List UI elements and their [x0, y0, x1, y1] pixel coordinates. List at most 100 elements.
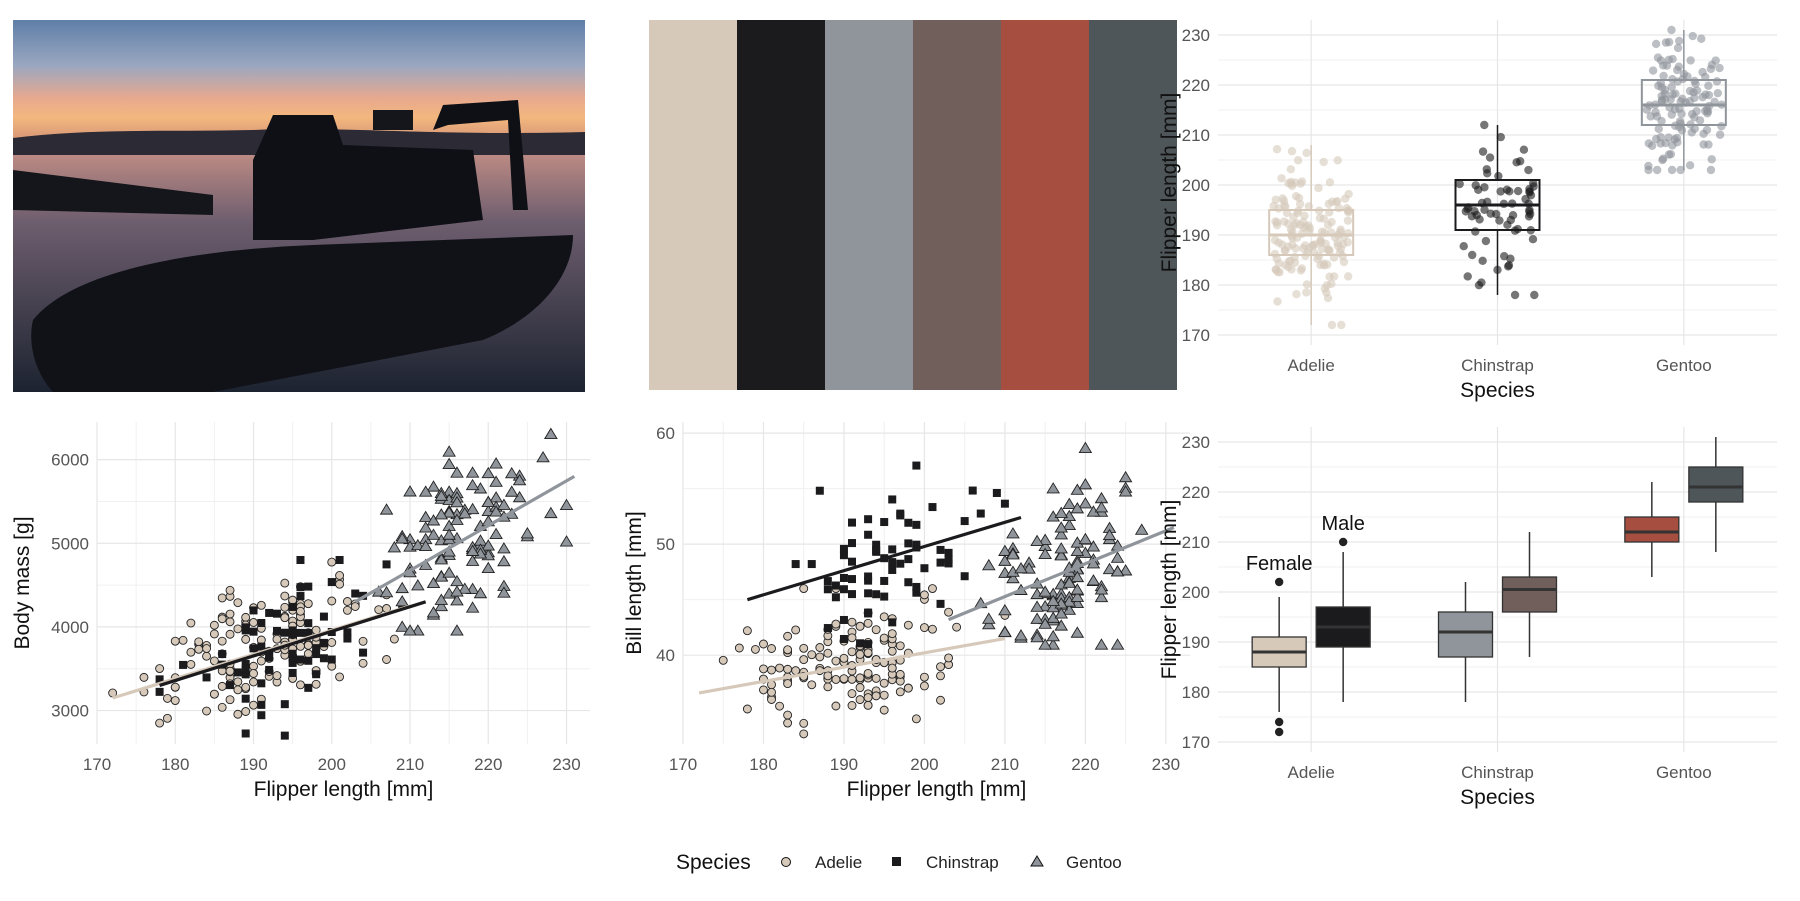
y-tick-label: 220: [1182, 483, 1210, 502]
data-point: [871, 691, 881, 701]
data-point: [288, 668, 297, 677]
data-point: [1054, 607, 1069, 619]
data-point: [1070, 570, 1085, 583]
jitter-point: [1343, 216, 1353, 225]
data-point: [481, 466, 496, 479]
y-tick-label: 210: [1182, 533, 1210, 552]
data-point: [249, 627, 258, 636]
data-point: [520, 527, 535, 539]
y-tick-label: 190: [1182, 226, 1210, 245]
trend-line: [746, 515, 1022, 602]
legend: Species Adelie Chinstrap Gentoo: [676, 851, 1122, 874]
data-point: [839, 585, 848, 594]
data-point: [304, 582, 313, 591]
chart-scatter-body-mass: 170 180 190 200 210 220 230 3000 4000 5000 6000 Fli…: [11, 422, 590, 801]
jitter-point: [1666, 149, 1676, 159]
data-point: [225, 666, 235, 676]
jitter-point: [1319, 259, 1328, 268]
data-point: [288, 595, 298, 605]
data-point: [839, 634, 848, 643]
data-point: [1094, 583, 1109, 595]
jitter-point: [1698, 92, 1707, 102]
x-tick-label: 220: [474, 755, 502, 774]
jitter-point: [1685, 161, 1695, 170]
annotation-label: Male: [1321, 513, 1364, 535]
legend-item-gentoo: Gentoo: [1030, 853, 1122, 872]
box: [1640, 79, 1727, 126]
data-point: [343, 634, 352, 643]
data-point: [1086, 574, 1101, 586]
data-point: [855, 673, 865, 683]
data-point: [186, 647, 196, 657]
data-point: [815, 486, 824, 495]
data-point: [944, 607, 954, 617]
y-tick-label: 60: [656, 424, 675, 443]
data-point: [303, 599, 313, 609]
palette-swatch: [1089, 20, 1177, 390]
data-point: [919, 623, 929, 633]
data-point: [1006, 527, 1020, 539]
y-tick-label: 40: [656, 646, 675, 665]
data-point: [225, 609, 235, 619]
jitter-point: [1478, 147, 1488, 156]
data-point: [791, 666, 801, 676]
data-point: [465, 466, 480, 478]
data-point: [895, 687, 905, 697]
data-point: [1054, 521, 1069, 533]
data-point: [799, 643, 809, 653]
data-point: [280, 628, 289, 637]
data-point: [257, 618, 266, 627]
data-point: [457, 582, 472, 594]
x-tick-label: 200: [318, 755, 346, 774]
data-point: [767, 687, 776, 697]
data-point: [936, 558, 945, 567]
jitter-point: [1324, 245, 1333, 254]
data-point: [450, 585, 464, 597]
jitter-point: [1279, 217, 1289, 226]
data-point: [178, 635, 188, 645]
data-point: [559, 498, 574, 510]
data-point: [319, 612, 328, 621]
data-point: [170, 682, 180, 692]
data-point: [871, 673, 881, 683]
data-point: [928, 624, 937, 634]
data-point: [241, 659, 250, 668]
x-tick-label: 180: [749, 755, 777, 774]
jitter-point: [1302, 148, 1311, 158]
data-point: [497, 542, 511, 554]
data-point: [888, 495, 897, 504]
data-point: [434, 599, 449, 612]
x-axis-title: Flipper length [mm]: [847, 778, 1027, 801]
data-point: [815, 643, 825, 652]
data-point: [1118, 470, 1133, 483]
data-point: [450, 624, 464, 636]
data-point: [847, 647, 857, 657]
data-point: [473, 586, 488, 599]
data-point: [442, 506, 456, 518]
data-point: [544, 506, 558, 519]
jitter-point: [1702, 125, 1712, 135]
x-tick-label: 230: [552, 755, 580, 774]
data-point: [288, 602, 297, 611]
jitter-point: [1690, 113, 1699, 122]
data-point: [186, 659, 196, 669]
jitter-point: [1526, 191, 1536, 200]
jitter-point: [1287, 147, 1297, 156]
data-point: [202, 706, 212, 716]
data-point: [233, 677, 243, 687]
y-tick-label: 4000: [51, 618, 89, 637]
data-point: [155, 718, 165, 728]
data-point: [1046, 638, 1060, 650]
data-point: [848, 539, 856, 548]
data-point: [457, 507, 472, 519]
data-point: [895, 669, 905, 679]
data-point: [1030, 534, 1044, 547]
data-point: [864, 576, 873, 585]
y-tick-label: 180: [1182, 276, 1210, 295]
data-point: [944, 548, 953, 557]
data-point: [896, 559, 905, 568]
data-point: [759, 664, 768, 674]
data-point: [1046, 594, 1060, 606]
data-point: [288, 628, 297, 637]
data-point: [233, 709, 243, 719]
